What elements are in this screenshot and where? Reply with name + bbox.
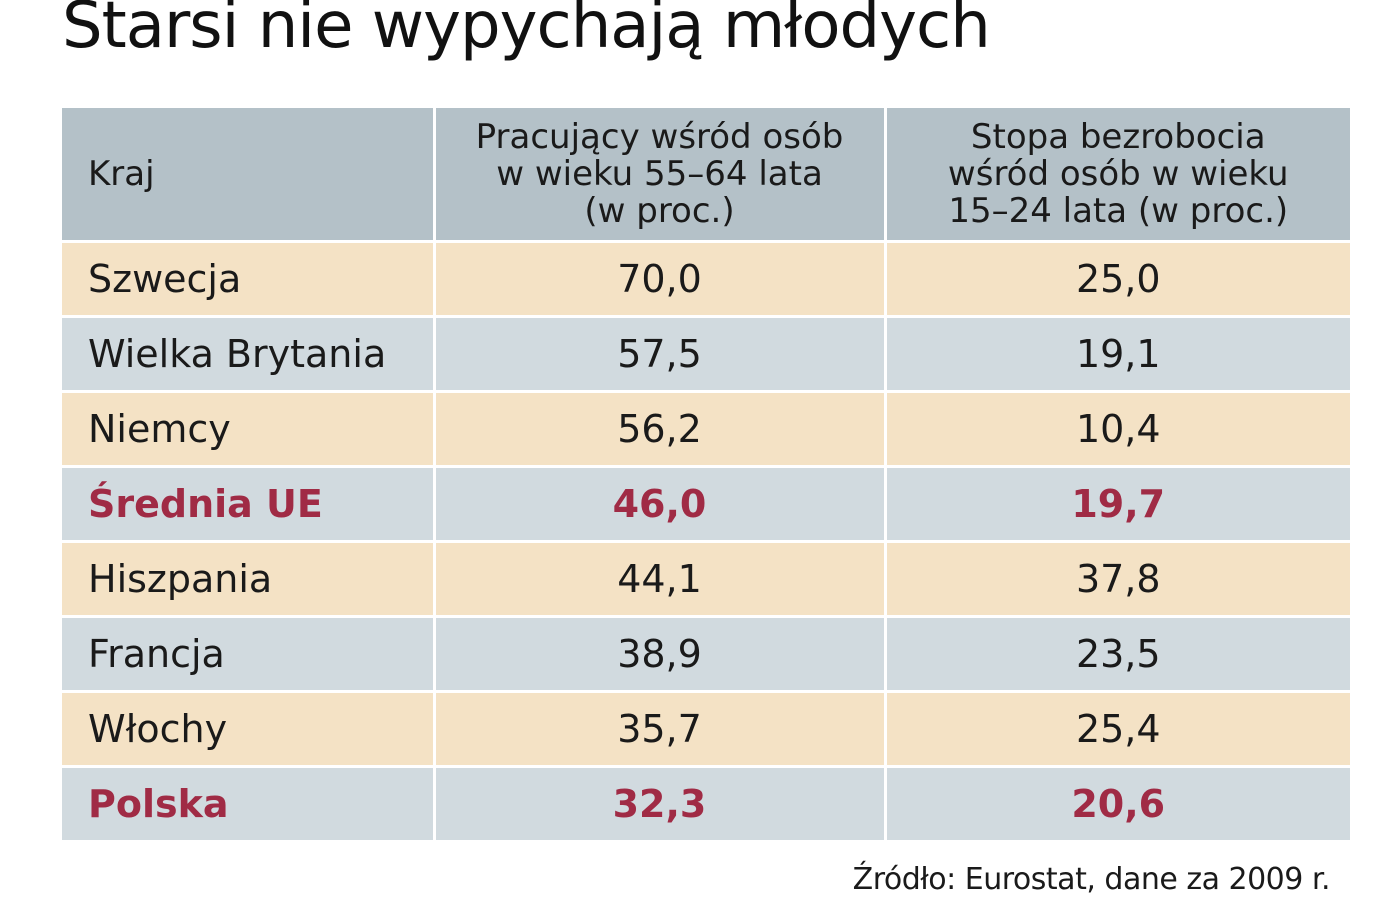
table-row: Wielka Brytania 57,5 19,1 — [62, 315, 1350, 393]
table-body: Szwecja 70,0 25,0 Wielka Brytania 57,5 19,1 Ni… — [62, 240, 1350, 840]
column-header-unemployment: Stopa bezrobocia wśród osób w wieku 15–2… — [883, 108, 1350, 243]
table-row: Hiszpania 44,1 37,8 — [62, 540, 1350, 618]
unemployment-cell: 25,0 — [883, 240, 1350, 318]
unemployment-cell: 10,4 — [883, 390, 1350, 468]
employment-cell: 56,2 — [432, 390, 887, 468]
column-header-line: Kraj — [88, 153, 155, 194]
unemployment-cell: 23,5 — [883, 615, 1350, 693]
column-header-line: Pracujący wśród osób — [475, 116, 844, 157]
table-row: Polska 32,3 20,6 — [62, 765, 1350, 840]
column-header-country: Kraj — [62, 108, 436, 243]
column-header-line: wśród osób w wieku — [947, 153, 1289, 194]
table-header-row: Kraj Pracujący wśród osób w wieku 55–64 … — [62, 108, 1350, 243]
unemployment-cell: 20,6 — [883, 765, 1350, 840]
country-cell: Francja — [62, 615, 436, 693]
table-row: Francja 38,9 23,5 — [62, 615, 1350, 693]
country-cell: Hiszpania — [62, 540, 436, 618]
source-note: Źródło: Eurostat, dane za 2009 r. — [852, 862, 1331, 897]
data-table: Kraj Pracujący wśród osób w wieku 55–64 … — [62, 108, 1350, 840]
unemployment-cell: 37,8 — [883, 540, 1350, 618]
unemployment-cell: 25,4 — [883, 690, 1350, 768]
employment-cell: 44,1 — [432, 540, 887, 618]
employment-cell: 57,5 — [432, 315, 887, 393]
employment-cell: 32,3 — [432, 765, 887, 840]
country-cell: Średnia UE — [62, 465, 436, 543]
table-row: Włochy 35,7 25,4 — [62, 690, 1350, 768]
table-row: Niemcy 56,2 10,4 — [62, 390, 1350, 468]
table-row: Szwecja 70,0 25,0 — [62, 240, 1350, 318]
country-cell: Szwecja — [62, 240, 436, 318]
column-header-employment: Pracujący wśród osób w wieku 55–64 lata … — [432, 108, 887, 243]
country-cell: Polska — [62, 765, 436, 840]
country-cell: Wielka Brytania — [62, 315, 436, 393]
employment-cell: 35,7 — [432, 690, 887, 768]
column-header-line: 15–24 lata (w proc.) — [948, 190, 1289, 231]
table-row: Średnia UE 46,0 19,7 — [62, 465, 1350, 543]
column-header-line: w wieku 55–64 lata — [496, 153, 823, 194]
unemployment-cell: 19,1 — [883, 315, 1350, 393]
column-header-line: Stopa bezrobocia — [970, 116, 1266, 157]
unemployment-cell: 19,7 — [883, 465, 1350, 543]
employment-cell: 38,9 — [432, 615, 887, 693]
country-cell: Włochy — [62, 690, 436, 768]
column-header-line: (w proc.) — [584, 190, 735, 231]
employment-cell: 46,0 — [432, 465, 887, 543]
chart-title: Starsi nie wypychają młodych — [62, 0, 991, 63]
employment-cell: 70,0 — [432, 240, 887, 318]
country-cell: Niemcy — [62, 390, 436, 468]
